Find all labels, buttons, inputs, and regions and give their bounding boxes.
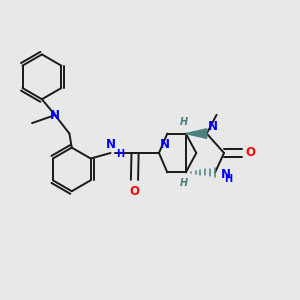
Text: N: N [160, 139, 170, 152]
Polygon shape [186, 129, 207, 138]
Text: N: N [220, 168, 230, 181]
Text: H: H [117, 149, 125, 160]
Text: N: N [208, 120, 218, 133]
Text: N: N [50, 109, 60, 122]
Text: O: O [130, 185, 140, 198]
Text: H: H [224, 174, 232, 184]
Text: H: H [179, 117, 188, 127]
Text: H: H [179, 178, 188, 188]
Text: N: N [106, 139, 116, 152]
Text: O: O [246, 146, 256, 160]
